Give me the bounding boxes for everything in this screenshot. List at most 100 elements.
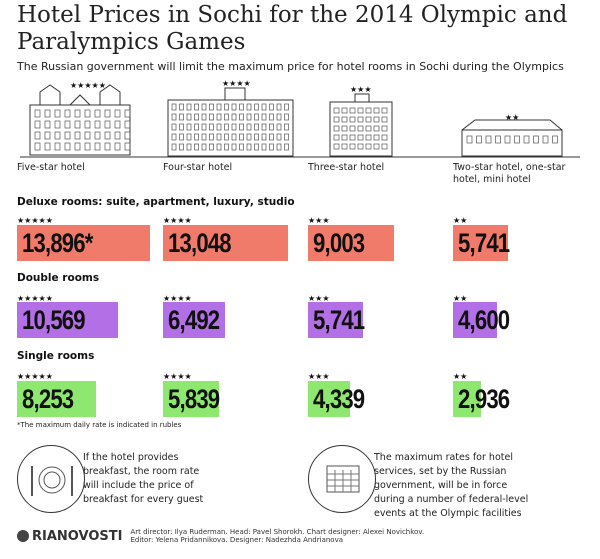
hotel-illustrations: ★★★★★ ★★★★★★★★★ (20, 80, 580, 158)
window (114, 142, 121, 151)
window (114, 109, 121, 118)
window (239, 143, 244, 151)
window (261, 123, 267, 131)
window (276, 113, 282, 121)
info-dates-text: The maximum rates for hotel services, se… (374, 452, 529, 519)
window (44, 131, 51, 140)
window (216, 143, 222, 151)
window (171, 133, 177, 141)
window (254, 143, 259, 151)
five-star-hotel-icon (29, 84, 131, 156)
four-star-hotel-icon (167, 87, 294, 157)
window (276, 123, 282, 131)
window (504, 135, 511, 144)
window (179, 133, 184, 141)
star-rating: ★★★★ (163, 372, 192, 381)
window (239, 103, 244, 111)
window (276, 143, 282, 151)
window (209, 123, 214, 131)
window (254, 103, 259, 111)
bar-value-label: 4,600 (458, 305, 510, 335)
window (231, 103, 237, 111)
window (523, 135, 530, 144)
window (34, 109, 41, 118)
window (239, 113, 244, 121)
window (261, 133, 267, 141)
bar-value-label: 13,896* (22, 228, 93, 258)
window (171, 143, 177, 151)
hotel-type-label: Five-star hotel (17, 162, 85, 173)
window (124, 120, 131, 129)
window (114, 120, 121, 129)
info-breakfast-text: If the hotel provides breakfast, the roo… (83, 452, 204, 505)
window (34, 120, 41, 129)
credits-line-1: Art director: Ilya Ruderman. Head: Pavel… (130, 528, 425, 536)
window (246, 143, 252, 151)
bar-value-label: 9,003 (313, 228, 365, 258)
window (194, 123, 199, 131)
window (179, 103, 184, 111)
window (349, 143, 356, 150)
window (44, 142, 51, 151)
window (224, 113, 229, 121)
three-star-hotel-icon (329, 93, 393, 157)
window (54, 109, 61, 118)
window (269, 113, 274, 121)
window (269, 143, 274, 151)
bar (308, 381, 350, 417)
window (171, 123, 177, 131)
window (44, 120, 51, 129)
window (333, 125, 340, 132)
window (186, 133, 192, 141)
window (357, 125, 364, 132)
window (124, 142, 131, 151)
credits-line-2: Editor: Yelena Pridannikova. Designer: N… (130, 536, 344, 544)
window (373, 116, 380, 123)
window (224, 133, 229, 141)
window (269, 103, 274, 111)
window (514, 135, 520, 144)
window (357, 107, 364, 114)
subtitle: The Russian government will limit the ma… (17, 60, 564, 73)
window (74, 142, 81, 151)
window (44, 109, 51, 118)
window (365, 134, 372, 141)
window (224, 103, 229, 111)
bar (163, 381, 219, 417)
hotel-type-label: Three-star hotel (308, 162, 385, 173)
window (284, 123, 289, 131)
star-rating: ★★★ (308, 372, 330, 381)
window (179, 113, 184, 121)
bar (17, 225, 150, 261)
window (231, 113, 237, 121)
window (269, 133, 274, 141)
bar (163, 302, 226, 338)
svg-text:★★★★: ★★★★ (222, 80, 251, 88)
series-heading: Double rooms (17, 272, 100, 284)
window (284, 103, 289, 111)
window (179, 143, 184, 151)
window (231, 143, 237, 151)
window (54, 131, 61, 140)
window (357, 134, 364, 141)
window (341, 134, 348, 141)
window (209, 113, 214, 121)
window (341, 125, 348, 132)
bar-value-label: 5,741 (458, 228, 510, 258)
bar (453, 225, 508, 261)
window (194, 113, 199, 121)
star-rating: ★★ (453, 216, 468, 225)
window (171, 113, 177, 121)
window (194, 143, 199, 151)
window (64, 120, 71, 129)
window (104, 109, 111, 118)
window (373, 107, 380, 114)
window (365, 107, 372, 114)
window (381, 116, 388, 123)
window (341, 116, 348, 123)
window (373, 125, 380, 132)
window (246, 113, 252, 121)
star-rating: ★★★★★ (17, 216, 53, 225)
window (64, 109, 71, 118)
window (381, 134, 388, 141)
